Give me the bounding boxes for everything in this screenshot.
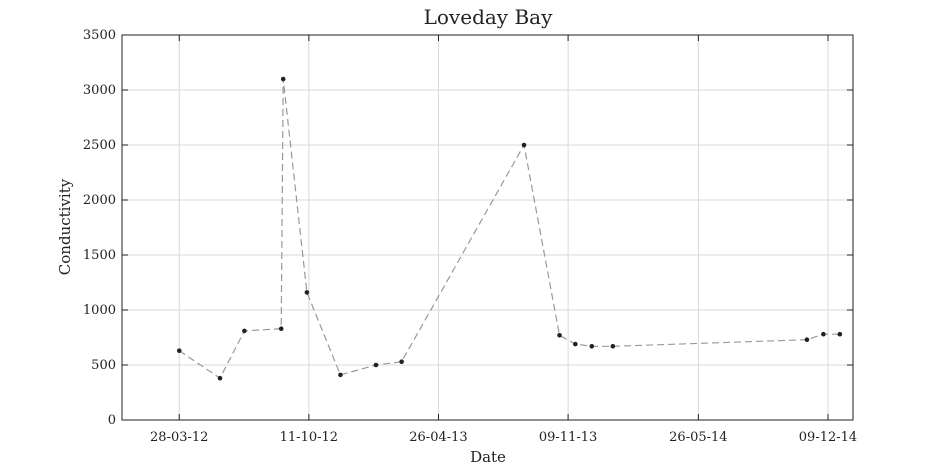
- y-tick-label: 500: [91, 358, 116, 373]
- data-point: [837, 331, 843, 337]
- x-tick-label: 09-12-14: [799, 430, 857, 445]
- y-tick-label: 3500: [83, 28, 116, 43]
- x-tick-label: 09-11-13: [539, 430, 597, 445]
- data-point: [610, 344, 616, 349]
- data-point: [338, 372, 343, 378]
- data-point: [280, 76, 286, 82]
- y-tick-label: 0: [108, 413, 116, 428]
- data-point: [804, 337, 810, 343]
- data-point: [573, 341, 578, 347]
- data-point: [521, 142, 527, 148]
- plot-frame: [121, 34, 854, 421]
- data-point: [557, 333, 562, 338]
- x-tick-label: 28-03-12: [150, 430, 208, 445]
- data-point: [399, 359, 404, 365]
- x-tick-label: 26-04-13: [409, 430, 467, 445]
- grid-layer: [122, 34, 853, 421]
- chart-title: Loveday Bay: [424, 5, 553, 29]
- x-tick-label: 11-10-12: [280, 430, 338, 445]
- data-point: [217, 375, 223, 381]
- series-line: [178, 78, 840, 380]
- data-point: [176, 348, 182, 354]
- data-point: [821, 331, 826, 337]
- y-tick-label: 1500: [83, 248, 116, 263]
- data-point: [278, 326, 284, 332]
- data-point: [373, 362, 379, 368]
- data-point: [242, 328, 247, 334]
- tick-layer: 0 500 1000 1500 2000 2500 3000 3500 28-03-12 11-1…: [83, 28, 857, 445]
- data-point: [304, 290, 310, 295]
- y-tick-label: 3000: [83, 83, 116, 98]
- y-tick-label: 2500: [83, 138, 116, 153]
- y-tick-label: 2000: [83, 193, 116, 208]
- y-tick-label: 1000: [83, 303, 116, 318]
- y-axis-label: Conductivity: [56, 178, 74, 275]
- x-tick-label: 26-05-14: [669, 430, 727, 445]
- x-axis-label: Date: [470, 448, 506, 466]
- series-layer: [176, 76, 843, 381]
- data-point: [589, 344, 595, 349]
